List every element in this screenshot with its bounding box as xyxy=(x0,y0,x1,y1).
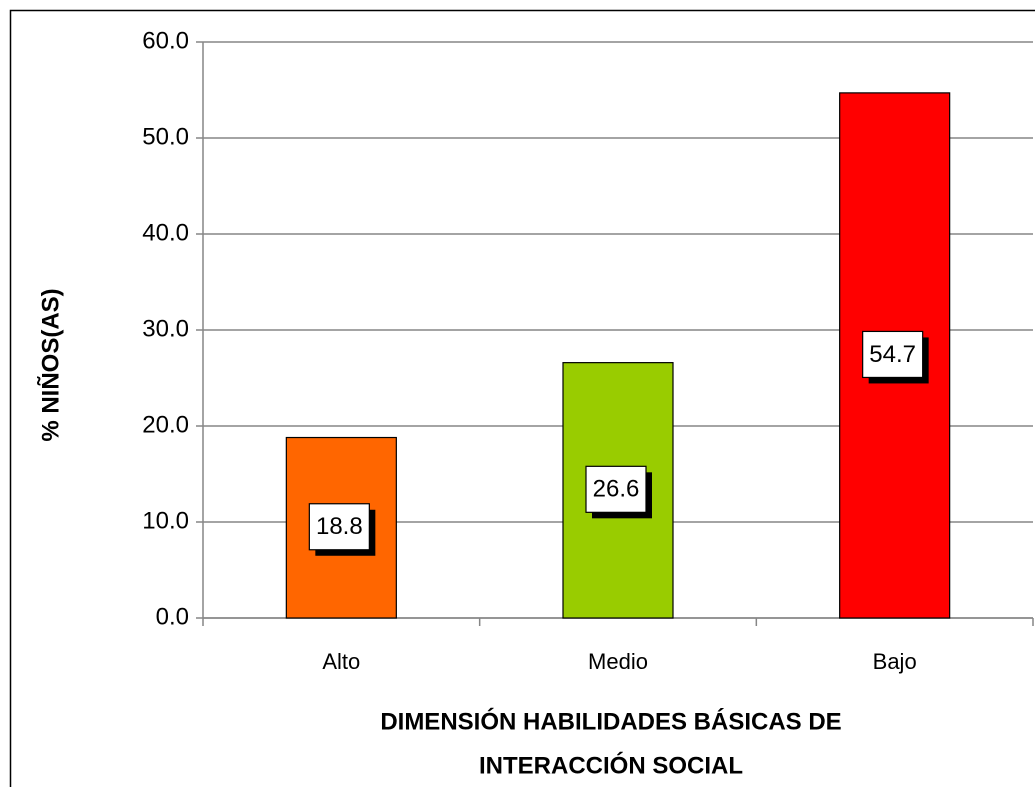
data-label-box xyxy=(585,465,647,513)
y-tick-label: 30.0 xyxy=(142,315,189,342)
data-label-box xyxy=(862,330,924,379)
y-tick-label: 50.0 xyxy=(142,123,189,150)
data-label: 18.8 xyxy=(316,513,363,540)
data-label-box xyxy=(308,503,370,551)
y-tick-label: 60.0 xyxy=(142,27,189,54)
data-label: 54.7 xyxy=(869,341,916,368)
y-tick-label: 20.0 xyxy=(142,411,189,438)
data-label: 26.6 xyxy=(593,476,640,503)
y-tick-label: 40.0 xyxy=(142,219,189,246)
x-axis-title: DIMENSIÓN HABILIDADES BÁSICAS DE xyxy=(380,707,841,735)
x-axis-title: INTERACCIÓN SOCIAL xyxy=(479,751,743,779)
y-tick-label: 10.0 xyxy=(142,507,189,534)
x-tick-label: Medio xyxy=(588,649,648,674)
y-axis-title: % NIÑOS(AS) xyxy=(36,288,64,441)
x-tick-label: Bajo xyxy=(873,649,917,674)
x-tick-label: Alto xyxy=(322,649,360,674)
y-tick-label: 0.0 xyxy=(156,603,189,630)
